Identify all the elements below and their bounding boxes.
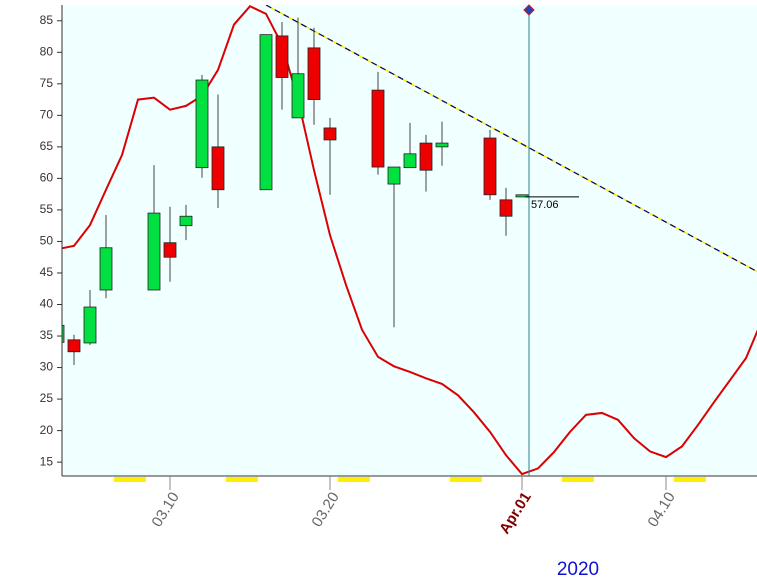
candle-body: [323, 127, 337, 141]
y-tick-label: 55: [40, 202, 54, 216]
weekend-marker: [114, 477, 130, 482]
y-tick-label: 65: [40, 139, 54, 153]
year-label: 2020: [557, 559, 599, 580]
y-tick-label: 35: [40, 328, 54, 342]
y-tick-label: 80: [40, 44, 54, 58]
weekend-marker: [578, 477, 594, 482]
candle-body: [147, 212, 161, 291]
candle-body: [371, 89, 385, 168]
y-tick-label: 45: [40, 265, 54, 279]
weekend-marker: [562, 477, 578, 482]
candle-body: [83, 306, 97, 344]
candle-body: [259, 34, 273, 191]
y-tick-label: 40: [40, 297, 54, 311]
y-tick-label: 15: [40, 454, 54, 468]
cursor-marker: [523, 4, 535, 16]
x-tick-label: 03.20: [308, 489, 342, 530]
candle-body: [515, 194, 529, 198]
candle-body: [291, 73, 305, 119]
y-tick-label: 50: [40, 234, 54, 248]
candle-body: [275, 35, 289, 78]
weekend-marker: [450, 477, 466, 482]
weekend-marker: [130, 477, 146, 482]
x-tick-label: 03.10: [148, 489, 182, 530]
y-tick-label: 70: [40, 108, 54, 122]
candle-body: [163, 242, 177, 258]
weekend-marker: [338, 477, 354, 482]
candle-body: [435, 142, 449, 148]
candle-body: [387, 166, 401, 185]
indicator-line: [62, 5, 757, 476]
candle-body: [419, 142, 433, 171]
weekend-marker: [354, 477, 370, 482]
candle-body: [62, 324, 65, 343]
trend-line: [265, 5, 757, 273]
weekend-marker: [674, 477, 690, 482]
x-tick-label: Apr.01: [496, 489, 535, 537]
weekend-marker: [226, 477, 242, 482]
candle-body: [483, 137, 497, 196]
cursor-label: 57.06: [531, 199, 559, 211]
candle-body: [499, 199, 513, 217]
candle-body: [211, 146, 225, 191]
weekend-marker: [466, 477, 482, 482]
y-tick-label: 75: [40, 76, 54, 90]
candle-body: [403, 153, 417, 169]
plot-area: [62, 5, 757, 476]
x-tick-label: 04.10: [644, 489, 678, 530]
y-tick-label: 60: [40, 171, 54, 185]
candle-body: [179, 215, 193, 227]
y-tick-label: 85: [40, 13, 54, 27]
candle-body: [195, 79, 209, 169]
y-tick-label: 20: [40, 423, 54, 437]
plot: [62, 5, 757, 476]
weekend-marker: [242, 477, 258, 482]
weekend-strip: [62, 476, 757, 482]
candle-body: [307, 47, 321, 100]
y-tick-label: 30: [40, 360, 54, 374]
weekend-marker: [690, 477, 706, 482]
y-tick-label: 25: [40, 391, 54, 405]
candle-body: [67, 339, 81, 353]
candle-body: [99, 247, 113, 291]
